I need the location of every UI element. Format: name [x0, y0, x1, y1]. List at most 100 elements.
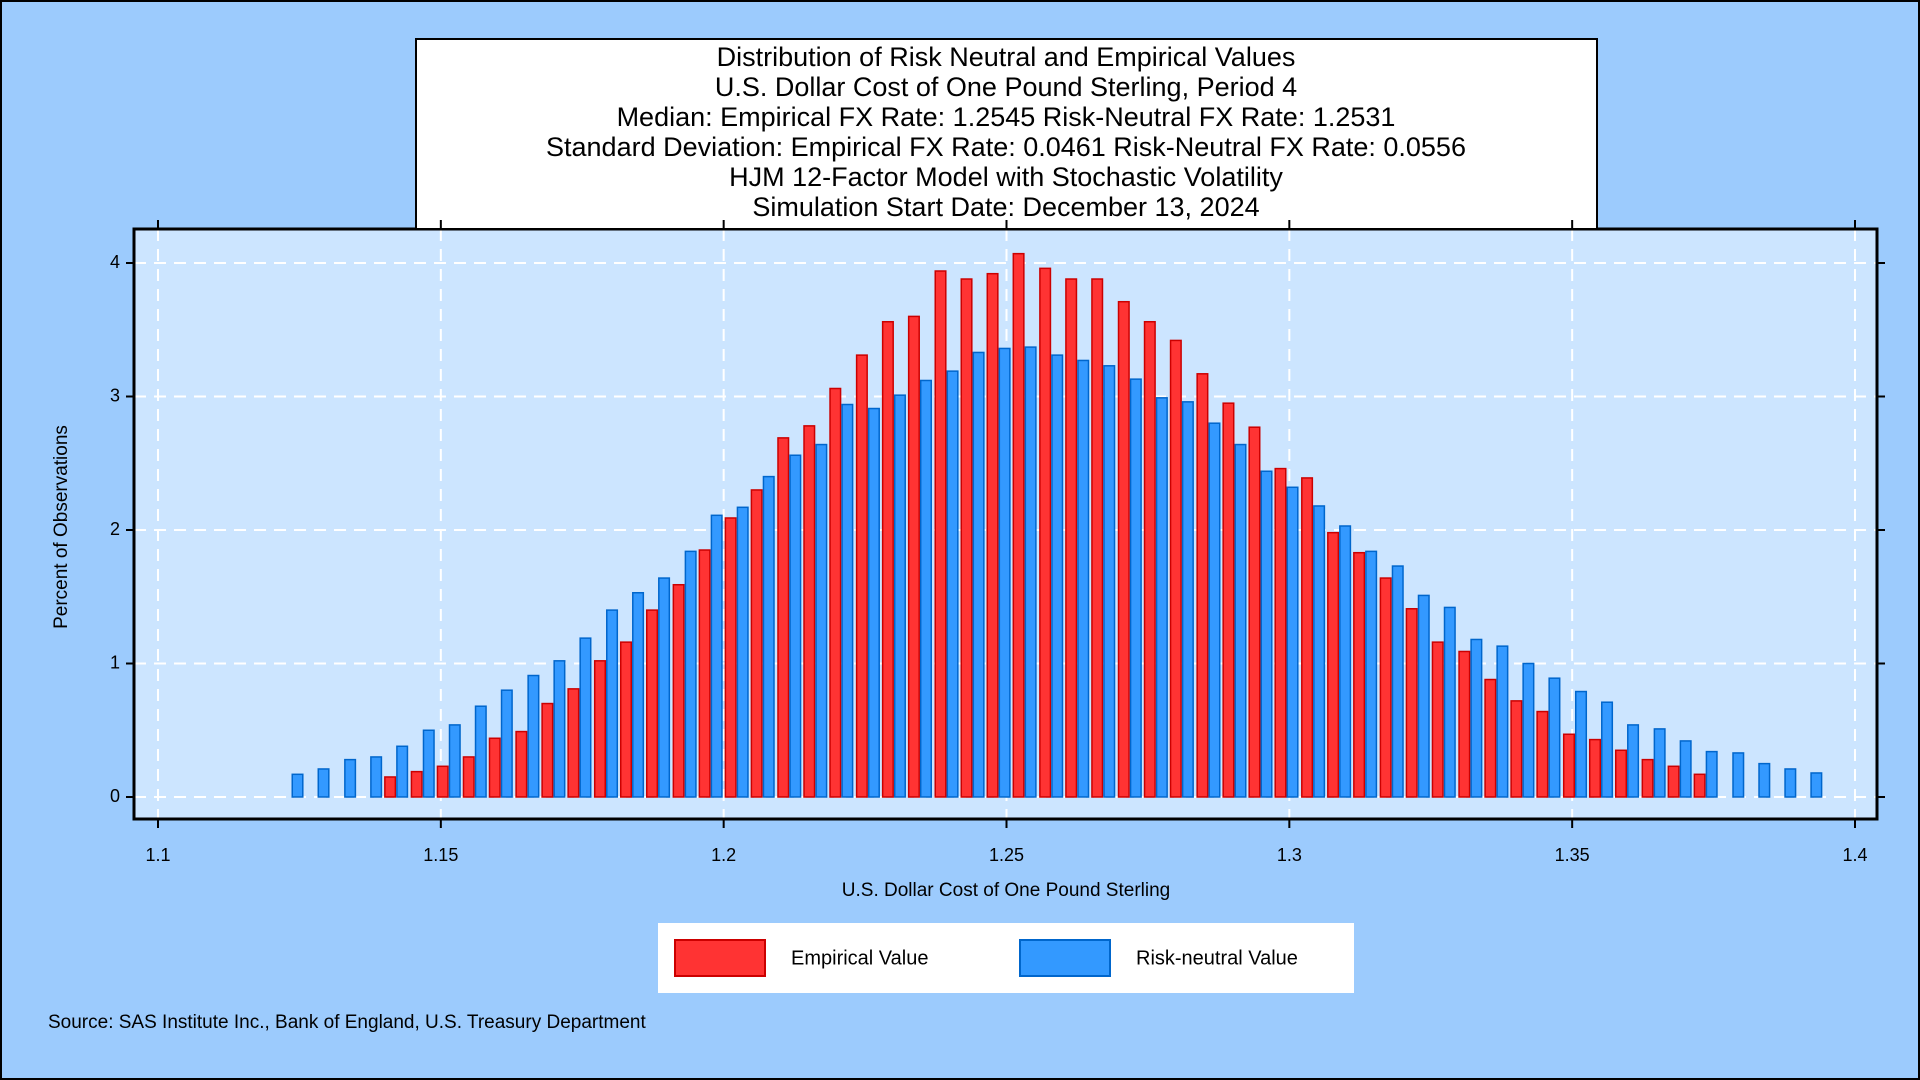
bar: [960, 278, 973, 798]
bar: [632, 591, 645, 798]
bar: [291, 773, 304, 798]
bar: [515, 730, 528, 798]
bar: [1758, 762, 1771, 798]
y-tick-label: 2: [110, 519, 120, 539]
bar: [907, 315, 920, 798]
bar: [1653, 728, 1666, 798]
bar: [1693, 773, 1706, 798]
bar: [500, 689, 513, 798]
x-tick-label: 1.1: [145, 845, 170, 865]
bar: [541, 702, 554, 798]
y-tick-label: 3: [110, 385, 120, 405]
chart-title: Distribution of Risk Neutral and Empiric…: [717, 42, 1296, 72]
bar: [1286, 486, 1299, 798]
chart-title: Standard Deviation: Empirical FX Rate: 0…: [546, 132, 1466, 162]
bar: [724, 517, 737, 798]
bar: [1339, 525, 1352, 798]
bar: [684, 550, 697, 798]
bar: [1705, 750, 1718, 798]
bar: [1627, 724, 1640, 798]
bar: [1143, 320, 1156, 798]
bar: [1353, 551, 1366, 798]
bar: [1667, 765, 1680, 798]
bar: [1391, 565, 1404, 798]
bar: [1574, 690, 1588, 798]
bar: [1431, 641, 1444, 798]
legend-swatch: [674, 939, 766, 977]
bar: [934, 270, 947, 798]
bar: [422, 729, 435, 798]
chart-title: HJM 12-Factor Model with Stochastic Vola…: [729, 162, 1283, 192]
bar: [1169, 339, 1182, 798]
bar: [1784, 768, 1797, 798]
bar: [619, 641, 633, 798]
bar: [972, 351, 985, 798]
source: Source: SAS Institute Inc., Bank of Engl…: [48, 1012, 646, 1033]
bar: [1810, 772, 1823, 798]
bar: [777, 437, 790, 798]
bar: [1024, 346, 1037, 798]
bar: [384, 776, 397, 798]
bar: [567, 688, 580, 798]
y-tick-label: 1: [110, 652, 120, 672]
bar: [1222, 402, 1235, 798]
bar: [841, 403, 854, 798]
bar: [1458, 650, 1471, 798]
bar: [1051, 354, 1064, 798]
bar: [1103, 365, 1116, 798]
bar: [736, 506, 749, 798]
bar: [527, 674, 540, 798]
bar: [762, 475, 775, 798]
bar: [1405, 608, 1418, 798]
bar: [1327, 531, 1340, 798]
bar: [986, 272, 999, 798]
bar: [672, 583, 685, 798]
bar: [1510, 700, 1523, 798]
bar: [1548, 677, 1561, 798]
title-box: [415, 38, 1598, 230]
bar: [396, 745, 409, 798]
bar: [1313, 505, 1326, 798]
bar: [317, 768, 330, 798]
chart-title: U.S. Dollar Cost of One Pound Sterling, …: [715, 72, 1297, 102]
bar: [1443, 606, 1456, 798]
x-axis-label: U.S. Dollar Cost of One Pound Sterling: [842, 880, 1170, 901]
bar: [881, 320, 894, 798]
bar: [344, 758, 357, 798]
bar: [1588, 738, 1602, 798]
bar: [1470, 638, 1483, 798]
bar: [448, 724, 461, 798]
bar: [1129, 378, 1142, 798]
bar: [1091, 278, 1104, 798]
bar: [1196, 373, 1209, 798]
x-tick-label: 1.35: [1555, 845, 1590, 865]
bar: [553, 660, 566, 798]
y-tick-label: 0: [110, 786, 120, 806]
legend-box: [658, 923, 1354, 993]
bar: [1234, 443, 1247, 798]
bar: [1117, 300, 1130, 798]
x-tick-label: 1.25: [989, 845, 1024, 865]
bar: [646, 609, 659, 798]
bar: [370, 756, 383, 798]
bar: [829, 387, 842, 798]
bar: [1679, 740, 1692, 798]
bar: [815, 443, 828, 798]
bar: [606, 609, 619, 798]
legend-label: Empirical Value: [791, 947, 928, 969]
bar: [710, 514, 723, 798]
bar: [1614, 749, 1628, 798]
bar: [1732, 752, 1745, 798]
bar: [998, 347, 1011, 798]
x-tick-label: 1.4: [1842, 845, 1867, 865]
bar: [1484, 678, 1497, 798]
x-tick-label: 1.15: [423, 845, 458, 865]
bar: [855, 354, 868, 798]
bar: [488, 737, 501, 798]
bar: [1274, 467, 1287, 798]
bar: [474, 705, 487, 798]
bar: [1260, 470, 1273, 798]
bar: [1365, 550, 1378, 798]
bar: [462, 756, 475, 798]
